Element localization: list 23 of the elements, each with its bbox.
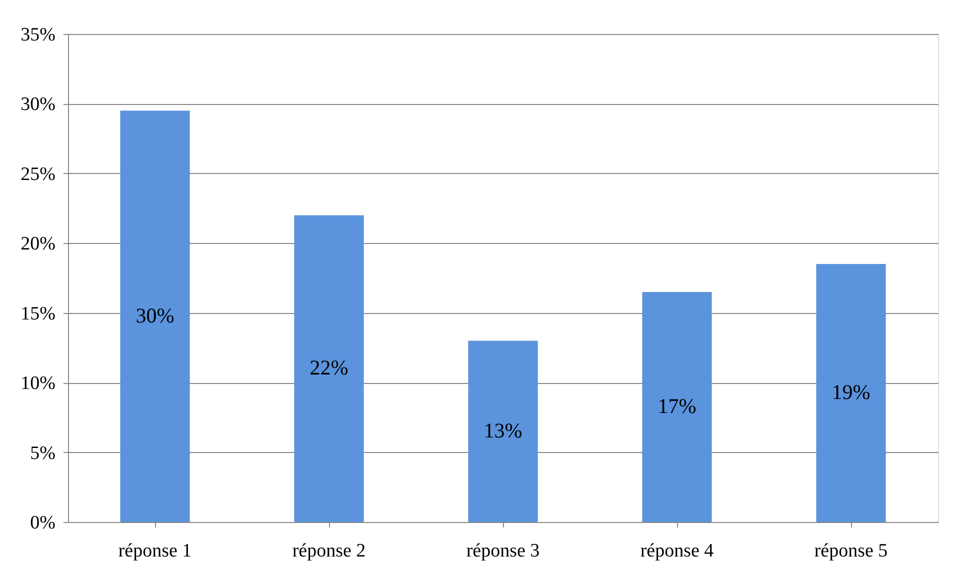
y-tick-label: 30%	[20, 94, 56, 116]
bar	[468, 340, 538, 522]
x-tick-label: réponse 2	[292, 540, 366, 562]
bar	[120, 110, 190, 522]
y-tick-label: 20%	[20, 234, 56, 255]
y-tick-label: 25%	[20, 164, 56, 185]
x-tick-label: réponse 1	[118, 540, 192, 562]
x-tick-label: réponse 4	[640, 540, 714, 562]
data-label: 17%	[658, 394, 696, 418]
bar	[642, 292, 712, 522]
bar	[294, 215, 364, 522]
y-tick-label: 5%	[30, 442, 56, 464]
data-label: 30%	[136, 303, 174, 328]
y-tick-label: 15%	[20, 303, 56, 324]
y-tick-label: 0%	[30, 512, 56, 534]
data-label: 13%	[484, 418, 522, 442]
y-tick-label: 35%	[20, 24, 56, 46]
x-tick-label: réponse 5	[814, 540, 888, 562]
x-tick-label: réponse 3	[466, 540, 540, 562]
data-label: 19%	[832, 380, 870, 404]
y-tick-label: 10%	[20, 373, 56, 394]
data-label: 22%	[310, 356, 348, 380]
bar	[816, 264, 886, 522]
